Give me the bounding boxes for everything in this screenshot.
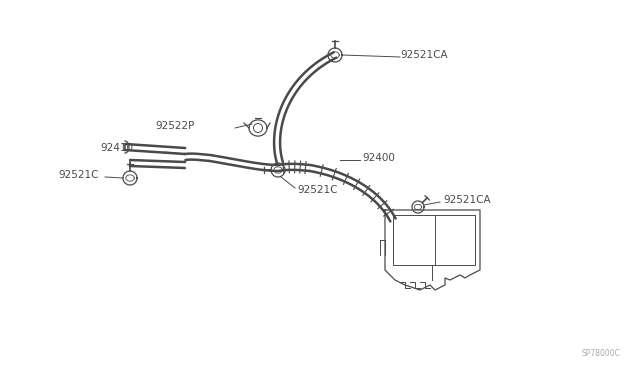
- Text: 92521C: 92521C: [58, 170, 99, 180]
- Text: 92522P: 92522P: [156, 121, 195, 131]
- Text: 92410: 92410: [100, 143, 133, 153]
- Text: 92521CA: 92521CA: [400, 50, 447, 60]
- Text: SP78000C: SP78000C: [581, 349, 620, 358]
- Text: 92521C: 92521C: [297, 185, 337, 195]
- Text: 92400: 92400: [362, 153, 395, 163]
- Text: 92521CA: 92521CA: [443, 195, 491, 205]
